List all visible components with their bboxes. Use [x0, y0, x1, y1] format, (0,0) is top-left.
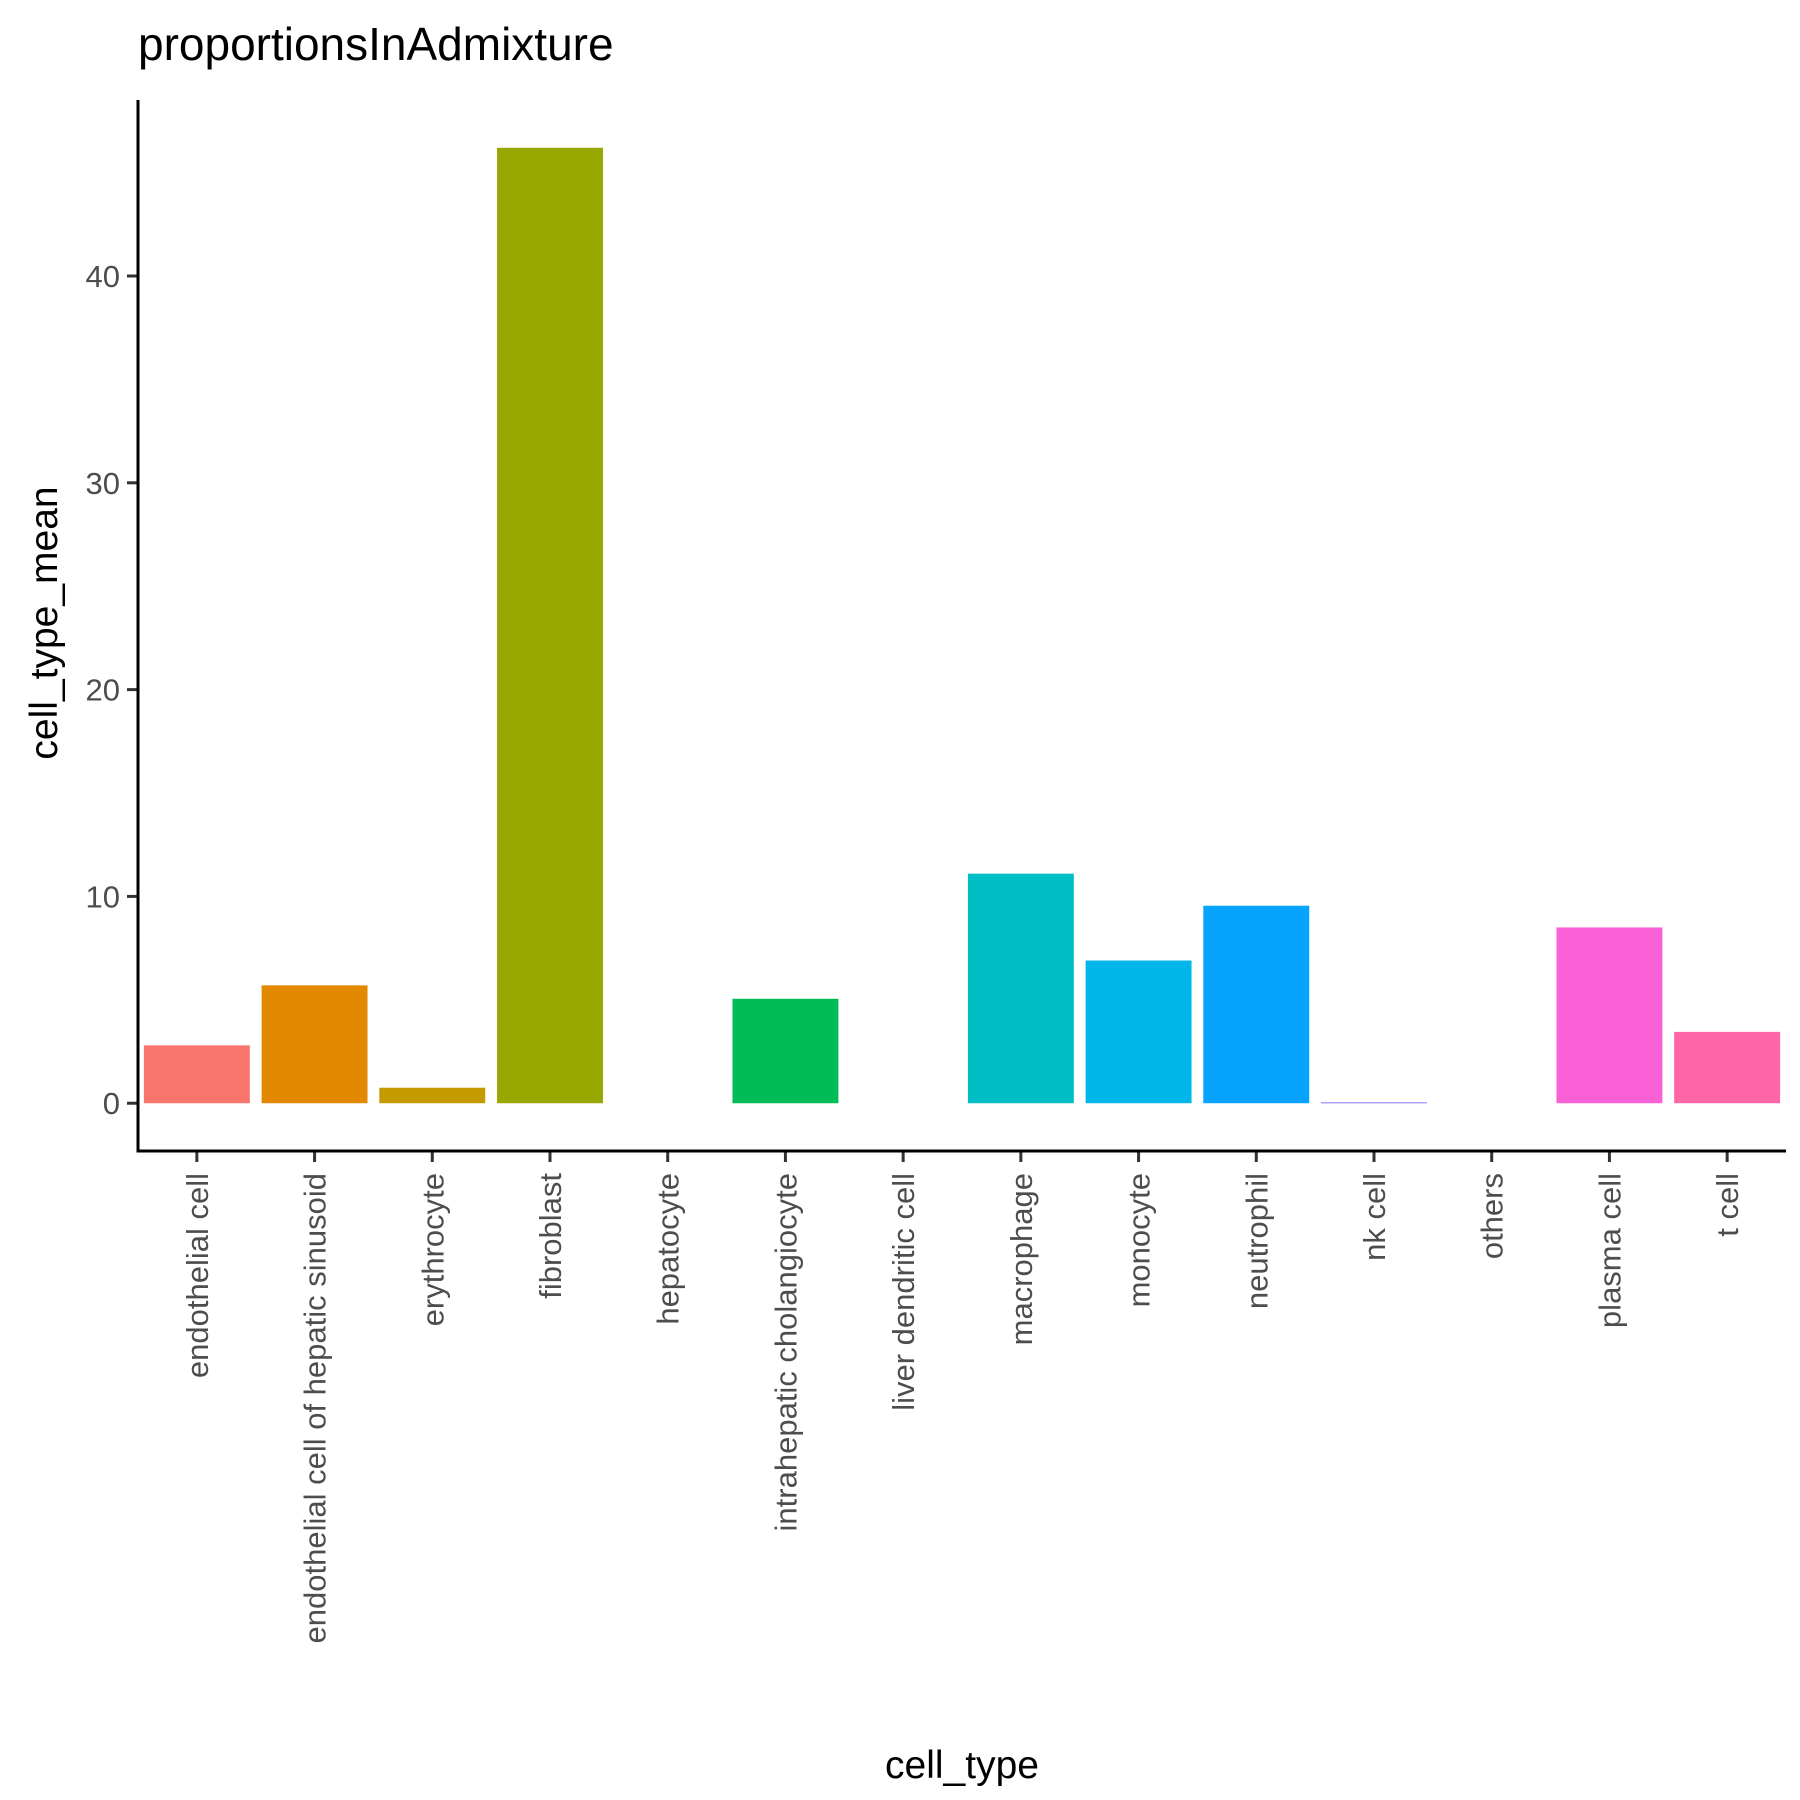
x-tick-label: endothelial cell of hepatic sinusoid [298, 1173, 333, 1643]
x-tick-label: macrophage [1004, 1173, 1039, 1345]
y-axis: 0 10 20 30 40 [86, 100, 140, 1153]
y-tick-label: 10 [86, 879, 120, 914]
x-tick-label: endothelial cell [180, 1173, 215, 1378]
x-tick-label: nk cell [1357, 1173, 1392, 1261]
x-axis: endothelial cell endothelial cell of hepa… [136, 1149, 1786, 1643]
bar-endothelial-cell [143, 1045, 250, 1104]
bar-erythrocyte [379, 1087, 486, 1104]
x-tick-label: erythrocyte [415, 1173, 450, 1326]
y-tick-label: 40 [86, 259, 120, 294]
bar-endothelial-cell-of-hepatic-sinusoid [261, 985, 368, 1104]
x-tick-label: others [1475, 1173, 1510, 1259]
bar-fibroblast [497, 147, 603, 1104]
bar-t-cell [1674, 1031, 1781, 1104]
x-tick-label: intrahepatic cholangiocyte [768, 1173, 803, 1531]
chart-title: proportionsInAdmixture [138, 18, 614, 70]
x-tick-label: neutrophil [1239, 1173, 1274, 1309]
bar-macrophage [967, 873, 1074, 1104]
bar-plasma-cell [1556, 927, 1663, 1104]
x-tick-label: plasma cell [1592, 1173, 1627, 1328]
x-tick-label: t cell [1710, 1173, 1745, 1237]
bar-intrahepatic-cholangiocyte [732, 998, 839, 1104]
bars-group [143, 147, 1781, 1104]
y-tick-label: 0 [103, 1086, 120, 1121]
x-tick-label: hepatocyte [651, 1173, 686, 1325]
x-tick-label: monocyte [1122, 1173, 1157, 1307]
x-axis-title: cell_type [885, 1744, 1039, 1787]
y-axis-title: cell_type_mean [23, 486, 66, 759]
bar-monocyte [1085, 960, 1192, 1104]
bar-nk-cell [1321, 1102, 1427, 1104]
y-tick-label: 30 [86, 466, 120, 501]
y-tick-label: 20 [86, 673, 120, 708]
x-tick-label: fibroblast [533, 1173, 568, 1299]
bar-neutrophil [1203, 905, 1310, 1104]
x-tick-label: liver dendritic cell [886, 1173, 921, 1411]
